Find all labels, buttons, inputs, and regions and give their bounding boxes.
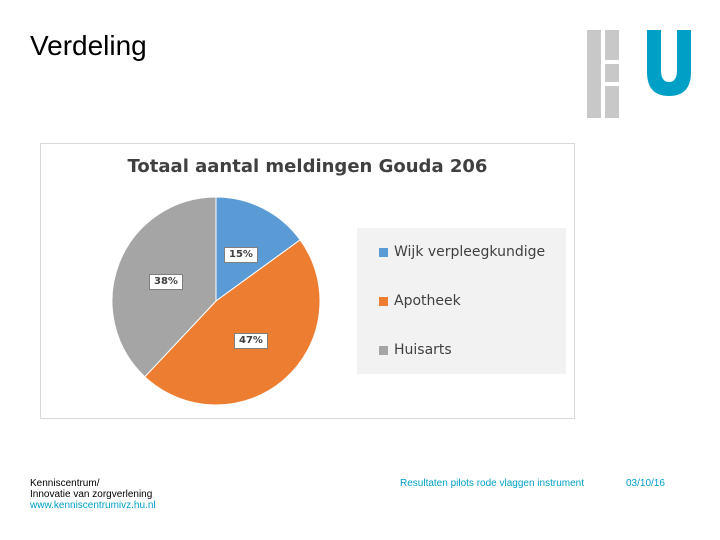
footer-organization: Kenniscentrum/ Innovatie van zorgverleni… [30, 478, 156, 511]
hu-logo [587, 30, 691, 118]
footer-url-link[interactable]: www.kenniscentrumivz.hu.nl [30, 500, 156, 511]
data-label-apotheek: 47% [234, 333, 268, 349]
slide-title: Verdeling [30, 30, 147, 61]
footer-date: 03/10/16 [626, 478, 665, 489]
logo-bar-middle-top [605, 30, 619, 60]
logo-u-shape [647, 30, 691, 96]
chart-legend: Wijk verpleegkundige Apotheek Huisarts [357, 228, 566, 374]
legend-item-apotheek: Apotheek [379, 291, 461, 311]
legend-item-huisarts: Huisarts [379, 340, 452, 360]
legend-label: Apotheek [394, 293, 461, 309]
logo-bar-middle-center [605, 64, 619, 82]
data-label-huisarts: 38% [149, 274, 183, 290]
logo-bar-middle-bottom [605, 86, 619, 118]
legend-item-wijk-verpleegkundige: Wijk verpleegkundige [379, 242, 545, 262]
footer-org-line1: Kenniscentrum/ [30, 478, 100, 489]
footer-subject: Resultaten pilots rode vlaggen instrumen… [400, 478, 584, 489]
data-label-wijk-verpleegkundige: 15% [224, 247, 258, 263]
legend-label: Wijk verpleegkundige [394, 244, 546, 260]
footer-org-line2: Innovatie van zorgverlening [30, 489, 153, 500]
chart-frame: Totaal aantal meldingen Gouda 206 Wijk v… [40, 143, 575, 419]
legend-swatch [379, 345, 388, 355]
legend-swatch [379, 296, 388, 306]
legend-label: Huisarts [394, 342, 452, 358]
pie-slice-apotheek [144, 239, 321, 406]
pie-slice-wijk-verpleegkundige [215, 196, 301, 302]
logo-bar-left [587, 30, 601, 118]
legend-swatch [379, 247, 388, 257]
chart-title: Totaal aantal meldingen Gouda 206 [127, 156, 488, 177]
